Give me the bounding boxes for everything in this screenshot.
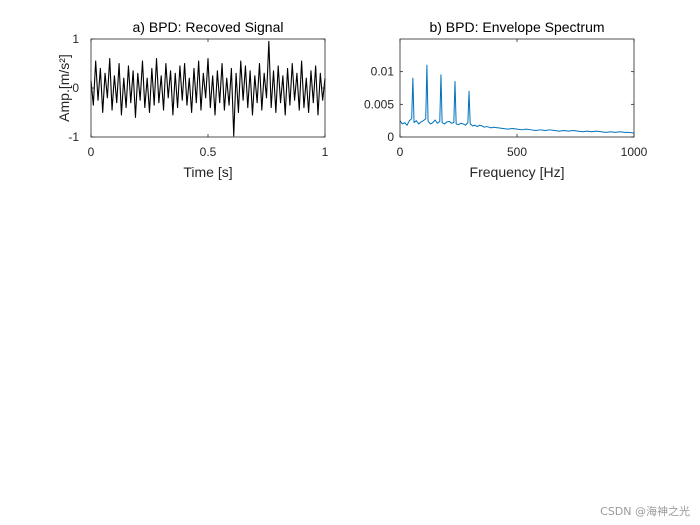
signal-xlabel: Time [s]	[183, 164, 232, 180]
spectrum-ytick-label: 0	[387, 130, 394, 144]
signal-trace-group	[90, 40, 326, 137]
spectrum-title: b) BPD: Envelope Spectrum	[429, 19, 604, 35]
spectrum-xtick-label: 500	[507, 145, 527, 159]
watermark: CSDN @海神之光	[600, 505, 690, 518]
spectrum-ytick-label: 0.01	[371, 65, 395, 79]
signal-xtick-label: 1	[322, 145, 329, 159]
signal-ytick-label: 1	[72, 32, 79, 46]
signal-ytick-label: 0	[72, 81, 79, 95]
spectrum-panel: b) BPD: Envelope Spectrum 0 500 1000 0 0.005…	[364, 19, 648, 180]
spectrum-ytick-label: 0.005	[364, 97, 394, 111]
spectrum-ticks: 0 500 1000 0 0.005 0.01	[364, 39, 648, 159]
spectrum-xlabel: Frequency [Hz]	[470, 164, 565, 180]
spectrum-series-line	[399, 64, 635, 134]
signal-ylabel: Amp.[m/s²]	[56, 54, 72, 122]
signal-ytick-label: -1	[68, 130, 79, 144]
signal-xtick-label: 0.5	[200, 145, 217, 159]
spectrum-xtick-label: 0	[397, 145, 404, 159]
signal-panel: a) BPD: Recoved Signal 0 0.5 1 -1 0 1 Time [s…	[56, 19, 329, 180]
signal-xtick-label: 0	[88, 145, 95, 159]
spectrum-xtick-label: 1000	[621, 145, 648, 159]
signal-ticks: 0 0.5 1 -1 0 1	[68, 32, 328, 159]
signal-title: a) BPD: Recoved Signal	[133, 19, 284, 35]
